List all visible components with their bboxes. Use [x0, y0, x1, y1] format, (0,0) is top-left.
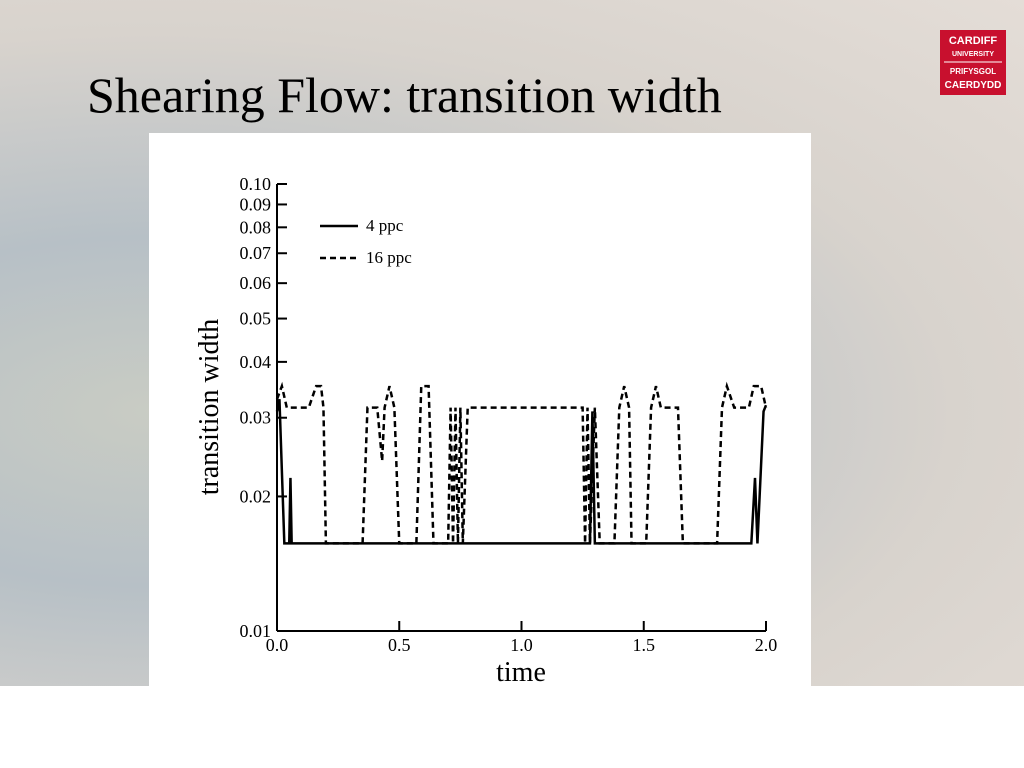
legend-label: 4 ppc	[366, 216, 404, 235]
logo-text: CARDIFF	[949, 35, 998, 47]
x-axis-label: time	[496, 657, 546, 688]
x-tick-label: 0.0	[266, 635, 289, 655]
data-line	[275, 398, 768, 545]
logo-text: PRIFYSGOL	[950, 67, 996, 76]
logo-text: UNIVERSITY	[952, 51, 994, 58]
data-line	[275, 381, 768, 545]
y-tick-label: 0.09	[240, 194, 272, 214]
chart-title: Shearing Flow: transition width	[87, 67, 722, 123]
legend-label: 16 ppc	[366, 248, 412, 267]
y-tick-label: 0.05	[240, 309, 272, 329]
x-tick-label: 2.0	[755, 635, 778, 655]
plot-panel	[149, 133, 811, 686]
y-tick-label: 0.01	[240, 621, 272, 641]
x-tick-label: 0.5	[388, 635, 411, 655]
logo-text: CAERDYDD	[945, 80, 1002, 91]
y-tick-label: 0.03	[240, 408, 272, 428]
y-tick-label: 0.10	[240, 174, 272, 194]
y-axis-label: transition width	[194, 319, 225, 496]
y-tick-label: 0.07	[240, 243, 272, 263]
y-tick-label: 0.08	[240, 217, 272, 237]
y-tick-label: 0.06	[240, 273, 272, 293]
x-tick-label: 1.0	[510, 635, 533, 655]
x-tick-label: 1.5	[633, 635, 656, 655]
y-tick-label: 0.02	[240, 486, 272, 506]
y-tick-label: 0.04	[240, 352, 272, 372]
